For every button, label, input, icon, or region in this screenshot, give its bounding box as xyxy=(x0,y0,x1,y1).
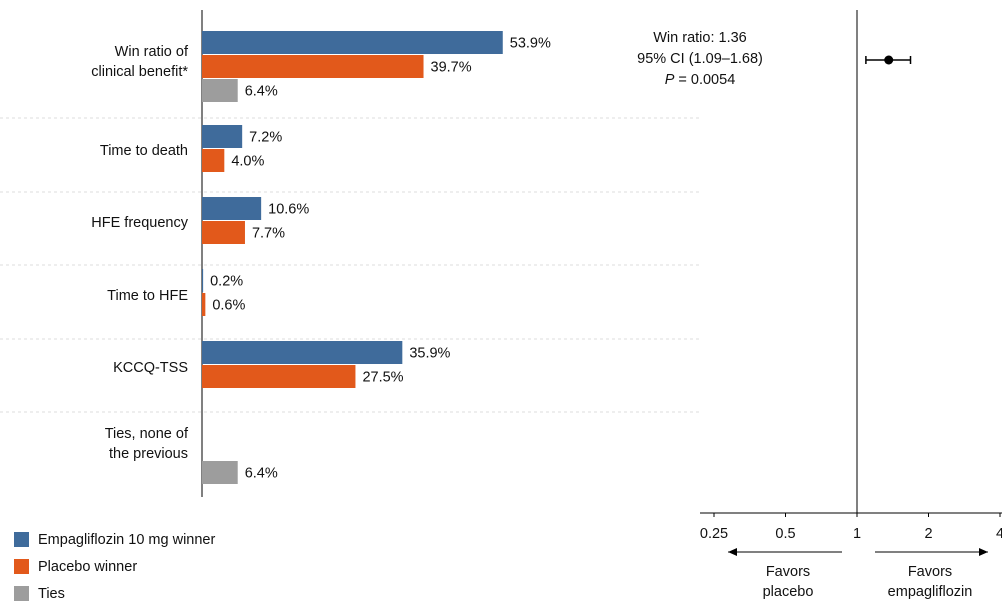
category-label: Ties, none of the previous xyxy=(105,426,189,462)
value-label: 6.4% xyxy=(245,465,278,481)
bar xyxy=(202,55,424,78)
value-label: 7.7% xyxy=(252,225,285,241)
category-label: KCCQ-TSS xyxy=(113,360,188,376)
value-label: 53.9% xyxy=(510,35,551,51)
value-label: 10.6% xyxy=(268,201,309,217)
category-label: Time to HFE xyxy=(107,288,188,304)
value-label: 6.4% xyxy=(245,83,278,99)
direction-label: Favors placebo xyxy=(763,564,814,600)
x-tick-label: 1 xyxy=(853,526,861,542)
bar xyxy=(202,149,225,172)
bar xyxy=(202,197,262,220)
legend-swatch xyxy=(14,559,29,574)
direction-label: Favors empagliflozin xyxy=(888,564,973,600)
x-tick-label: 4 xyxy=(996,526,1002,542)
value-label: 39.7% xyxy=(431,59,472,75)
value-label: 0.2% xyxy=(210,273,243,289)
bar xyxy=(202,125,243,148)
legend-swatch xyxy=(14,586,29,601)
annotation: 95% CI (1.09–1.68) xyxy=(637,51,763,67)
category-label: Time to death xyxy=(100,143,188,159)
x-tick-label: 0.25 xyxy=(700,526,728,542)
p-label: P xyxy=(665,72,675,88)
annotation: P = 0.0054 xyxy=(665,72,736,88)
annotation: Win ratio: 1.36 xyxy=(653,30,747,46)
bar xyxy=(202,269,204,292)
value-label: 4.0% xyxy=(231,153,264,169)
legend-swatch xyxy=(14,532,29,547)
bar xyxy=(202,293,206,316)
estimate-point xyxy=(884,55,894,65)
bar xyxy=(202,461,238,484)
category-label: Win ratio of clinical benefit* xyxy=(91,44,189,80)
value-label: 0.6% xyxy=(212,297,245,313)
bar xyxy=(202,31,503,54)
value-label: 7.2% xyxy=(249,129,282,145)
legend-label: Ties xyxy=(38,586,65,602)
bar xyxy=(202,79,238,102)
bar xyxy=(202,221,245,244)
legend-label: Placebo winner xyxy=(38,559,137,575)
x-tick-label: 0.5 xyxy=(775,526,795,542)
value-label: 35.9% xyxy=(409,345,450,361)
value-label: 27.5% xyxy=(362,369,403,385)
bar xyxy=(202,341,403,364)
x-tick-label: 2 xyxy=(924,526,932,542)
bar xyxy=(202,365,356,388)
category-label: HFE frequency xyxy=(91,215,188,231)
p-value: = 0.0054 xyxy=(678,72,735,88)
legend-label: Empagliflozin 10 mg winner xyxy=(38,532,215,548)
